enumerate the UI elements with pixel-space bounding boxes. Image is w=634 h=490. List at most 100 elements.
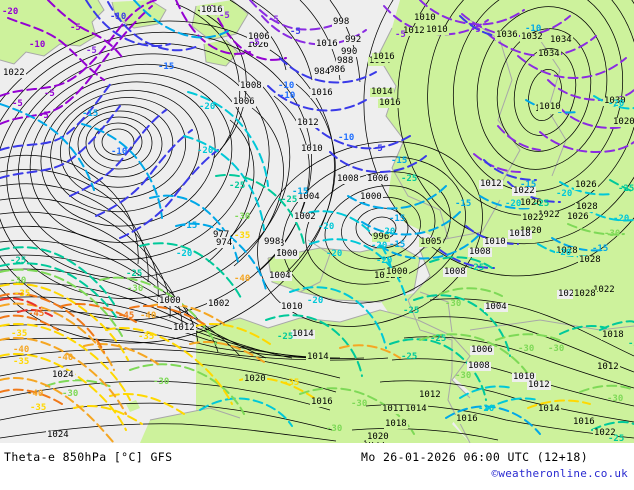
thetae-label: -15 xyxy=(391,156,408,166)
thetae-label: -25 xyxy=(533,199,550,209)
isobar-label: 984 xyxy=(313,67,332,77)
thetae-label: -15 xyxy=(389,240,406,250)
isobar-label: 1004 xyxy=(297,192,321,202)
thetae-label: -30 xyxy=(10,276,27,286)
thetae-label: -15 xyxy=(520,180,537,190)
thetae-label: -10 xyxy=(279,91,296,101)
isobar-label: 1002 xyxy=(293,212,317,222)
thetae-label: -35 xyxy=(14,289,31,299)
isobar-label: 1012 xyxy=(296,118,320,128)
isobar-label: 1010 xyxy=(512,372,536,382)
thetae-label: -15 xyxy=(181,221,198,231)
thetae-label: -30 xyxy=(607,394,624,404)
isobar-label: 1008 xyxy=(336,174,360,184)
thetae-label: -20 xyxy=(2,7,19,17)
isobar-label: 1022 xyxy=(521,213,545,223)
isobar-label: 1012 xyxy=(402,26,426,36)
isobar-label: 1030 xyxy=(603,96,627,106)
isobar-label: 1010 xyxy=(300,144,324,154)
isobar-label: 1022 xyxy=(512,186,536,196)
thetae-label: -20 xyxy=(197,146,214,156)
isobar-label: 1024 xyxy=(51,370,75,380)
isobar-label: 1016 xyxy=(310,397,334,407)
thetae-label: -40 xyxy=(27,389,44,399)
isobar-label: 1016 xyxy=(372,52,396,62)
isobar-label: 986 xyxy=(328,65,347,75)
thetae-label: -30 xyxy=(548,344,565,354)
thetae-label: -20 xyxy=(555,248,572,258)
thetae-label: -20 xyxy=(176,249,193,259)
thetae-label: -25 xyxy=(401,174,418,184)
isobar-label: 1004 xyxy=(484,302,508,312)
thetae-label: -20 xyxy=(379,227,396,237)
thetae-label: -20 xyxy=(326,249,343,259)
isobar-label: 1028 xyxy=(573,289,597,299)
isobar-label: 998 xyxy=(332,17,351,27)
thetae-label: -30 xyxy=(351,399,368,409)
isobar-label: 1028 xyxy=(578,255,602,265)
isobar-label: 1006 xyxy=(470,345,494,355)
isobar-label: 1016 xyxy=(378,98,402,108)
isobar-label: 1014 xyxy=(370,87,394,97)
thetae-label: -30 xyxy=(127,284,144,294)
thetae-label: -25 xyxy=(10,256,27,266)
isobar-label: 1012 xyxy=(527,380,551,390)
isobar-label: 1004 xyxy=(268,271,292,281)
isobar-label: 1012 xyxy=(172,323,196,333)
thetae-label: -30 xyxy=(455,371,472,381)
thetae-label: -25 xyxy=(277,332,294,342)
isobar-label: 1026 xyxy=(519,198,543,208)
isobar-label: 1014 xyxy=(306,352,330,362)
isobar-label: 1026 xyxy=(566,212,590,222)
isobar-label: 1016 xyxy=(455,414,479,424)
thetae-label: -5 xyxy=(372,144,383,154)
thetae-label: -20 xyxy=(318,222,335,232)
thetae-label: -10 xyxy=(111,147,128,157)
thetae-label: -10 xyxy=(110,12,127,22)
thetae-label: -25 xyxy=(608,434,625,444)
isobar-label: 977 xyxy=(212,230,231,240)
isobar-label: 996 xyxy=(372,232,391,242)
map-title: Theta-e 850hPa [°C] GFS xyxy=(4,450,173,464)
isobar-label: 1010 xyxy=(483,237,507,247)
thetae-label: -45 xyxy=(118,311,135,321)
thetae-label: -30 xyxy=(518,344,535,354)
thetae-label: -5 xyxy=(38,111,49,121)
thetae-label: -25 xyxy=(281,195,298,205)
thetae-label: -25 xyxy=(229,181,246,191)
thetae-label: -35 xyxy=(138,332,155,342)
thetae-label: -15 xyxy=(292,187,309,197)
isobar-label: 1018 xyxy=(508,229,532,239)
isobar-label: 1020 xyxy=(366,432,390,442)
thetae-label: -5 xyxy=(44,89,55,99)
isobar-label: 1026 xyxy=(246,40,270,50)
thetae-label: -10 xyxy=(29,40,46,50)
isobar-label: 1022 xyxy=(592,285,616,295)
map-footer: Theta-e 850hPa [°C] GFS Mo 26-01-2026 06… xyxy=(0,443,634,490)
isobar-label: 1034 xyxy=(537,49,561,59)
isobar-label: 1000 xyxy=(275,249,299,259)
thetae-contours xyxy=(0,0,634,443)
thetae-label: -30 xyxy=(445,299,462,309)
thetae-label: -10 xyxy=(338,133,355,143)
isobar-label: 1016 xyxy=(200,5,224,15)
thetae-label: -40 xyxy=(140,311,157,321)
isobar-label: 1005 xyxy=(419,237,443,247)
isobar-label: 1016 xyxy=(572,417,596,427)
thetae-label: -35 xyxy=(234,231,251,241)
isobar-label: 1006 xyxy=(366,174,390,184)
thetae-label: -25 xyxy=(126,269,143,279)
isobar-label: 1008 xyxy=(443,267,467,277)
isobar-label: 1010 xyxy=(413,13,437,23)
thetae-label: -5 xyxy=(268,15,279,25)
thetae-label: -30 xyxy=(153,377,170,387)
isobar-label: 1010 xyxy=(425,25,449,35)
isobar-label: 1000 xyxy=(158,296,182,306)
isobar-label: 1008 xyxy=(239,81,263,91)
thetae-label: -30 xyxy=(62,389,79,399)
thetae-label: -35 xyxy=(30,403,47,413)
thetae-label: -30 xyxy=(604,229,621,239)
isobar-label: 1028 xyxy=(555,246,579,256)
thetae-label: -20 xyxy=(505,199,522,209)
map-canvas[interactable]: 1016998992990988986984101010121010101410… xyxy=(0,0,634,443)
